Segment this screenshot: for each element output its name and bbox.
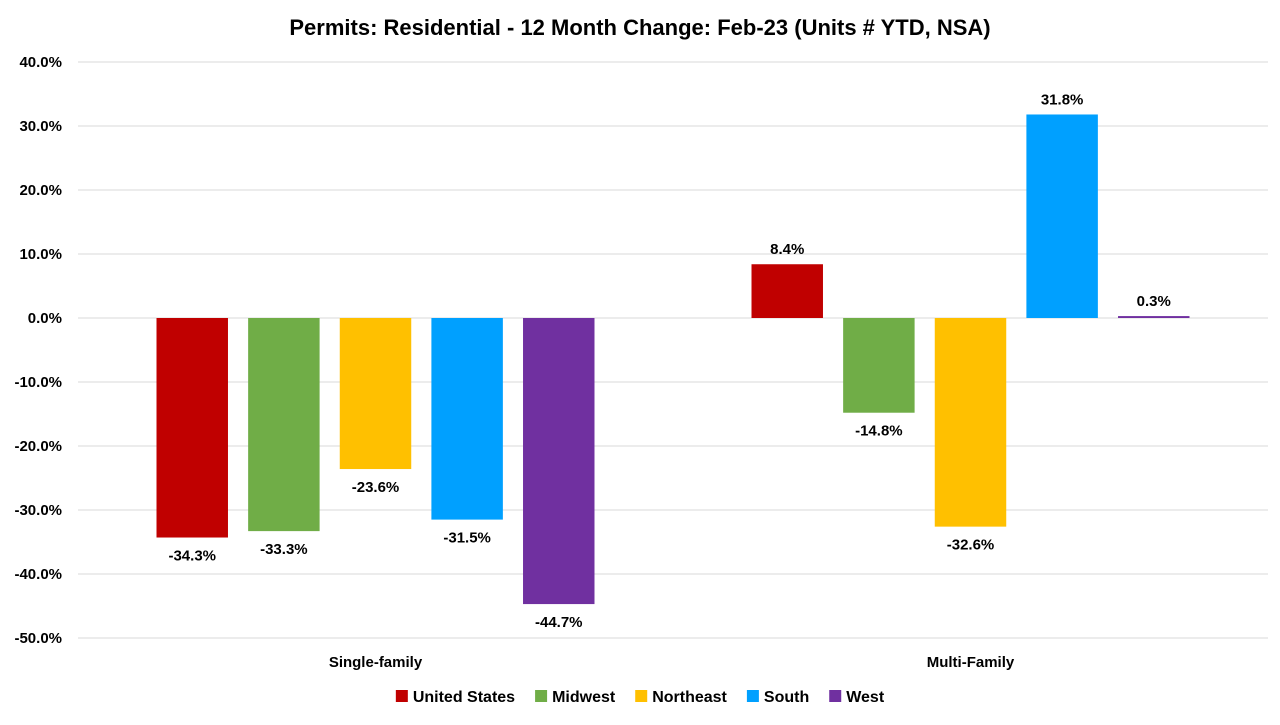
legend-label: United States xyxy=(413,689,515,706)
bar xyxy=(934,318,1007,527)
bar xyxy=(751,264,823,318)
legend-swatch xyxy=(635,690,648,702)
data-label: 8.4% xyxy=(770,241,804,258)
y-tick-label: -10.0% xyxy=(14,374,62,391)
legend-swatch xyxy=(746,690,759,702)
y-tick-label: -40.0% xyxy=(14,566,62,583)
bar xyxy=(431,318,503,520)
data-label: -23.6% xyxy=(352,479,400,496)
bars xyxy=(156,114,1190,605)
y-tick-label: 40.0% xyxy=(19,54,62,71)
bar xyxy=(1026,114,1098,318)
data-label: -34.3% xyxy=(168,548,216,565)
legend-label: West xyxy=(846,689,885,706)
x-axis-categories: Single-family Multi-Family xyxy=(329,654,1015,671)
legend-label: Midwest xyxy=(552,689,616,706)
bar xyxy=(523,318,595,605)
y-tick-label: 20.0% xyxy=(19,182,62,199)
bar xyxy=(843,318,915,413)
bar xyxy=(248,318,320,532)
data-labels: -34.3% -33.3% -23.6% -31.5% -44.7% 8.4% -14.8%… xyxy=(168,91,1170,631)
legend-label: South xyxy=(764,689,809,706)
data-label: -32.6% xyxy=(947,537,995,554)
legend-swatch xyxy=(535,690,548,702)
y-axis-ticks: 40.0% 30.0% 20.0% 10.0% 0.0% -10.0% -20.0% -30.… xyxy=(14,54,62,647)
bar xyxy=(1118,316,1190,318)
data-label: -31.5% xyxy=(443,530,491,547)
data-label: -33.3% xyxy=(260,541,308,558)
y-tick-label: 10.0% xyxy=(19,246,62,263)
legend: United States Midwest Northeast South West xyxy=(395,689,885,706)
legend-swatch xyxy=(395,690,408,702)
chart-title: Permits: Residential - 12 Month Change: … xyxy=(289,15,990,40)
bar xyxy=(339,318,412,470)
data-label: 31.8% xyxy=(1041,91,1084,108)
legend-swatch xyxy=(829,690,842,702)
data-label: -44.7% xyxy=(535,614,583,631)
bar xyxy=(156,318,228,538)
y-tick-label: -20.0% xyxy=(14,438,62,455)
y-tick-label: 0.0% xyxy=(28,310,62,327)
y-tick-label: -30.0% xyxy=(14,502,62,519)
x-category-label: Multi-Family xyxy=(927,654,1015,671)
x-category-label: Single-family xyxy=(329,654,423,671)
data-label: -14.8% xyxy=(855,423,903,440)
y-tick-label: -50.0% xyxy=(14,630,62,647)
legend-label: Northeast xyxy=(652,689,727,706)
y-tick-label: 30.0% xyxy=(19,118,62,135)
data-label: 0.3% xyxy=(1137,293,1171,310)
